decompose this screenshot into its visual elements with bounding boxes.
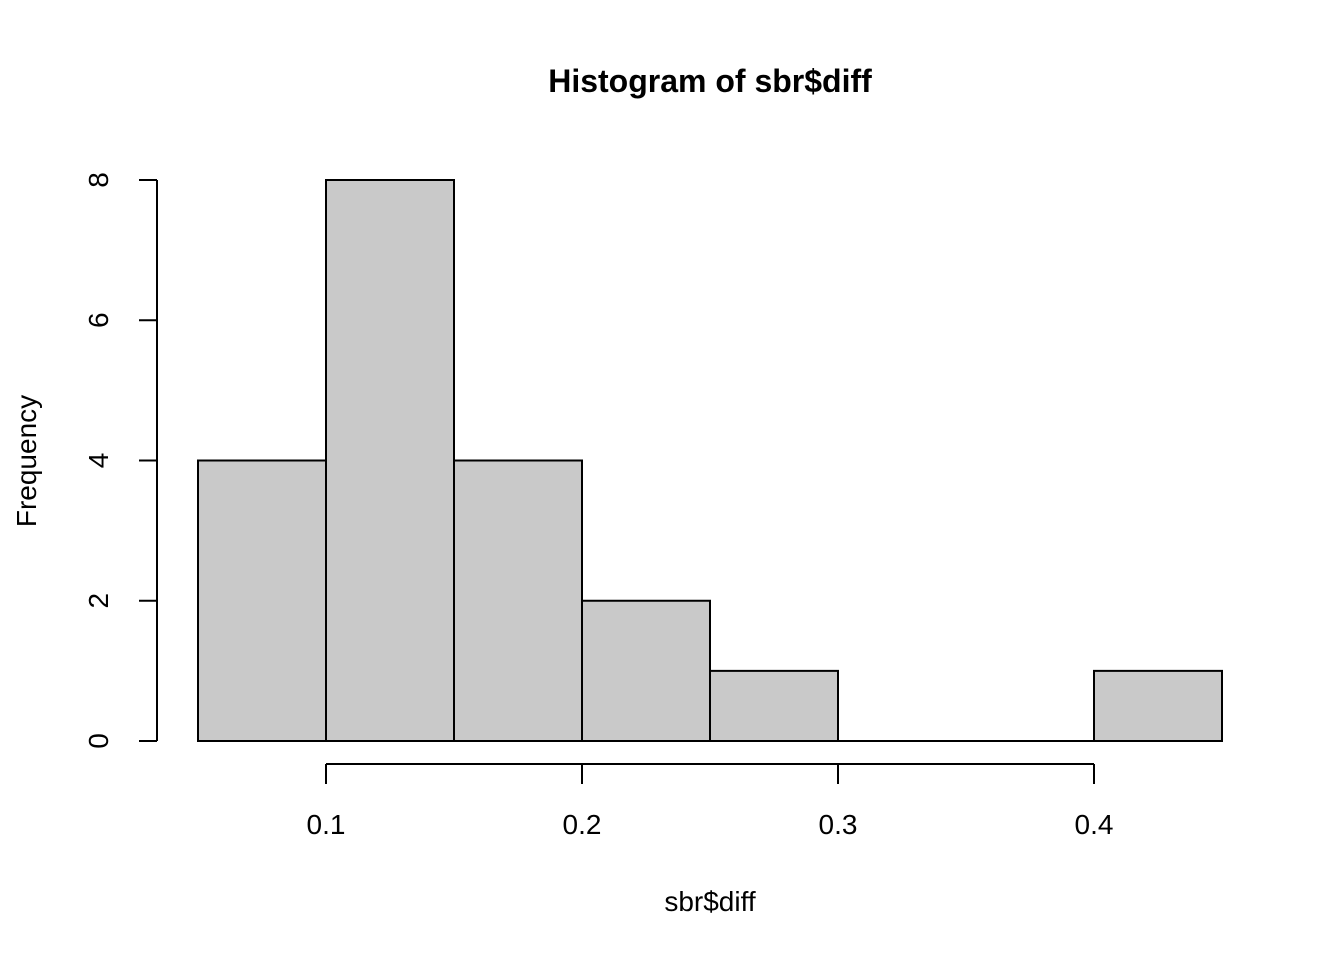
histogram-bar-8 (1093, 669, 1223, 742)
y-axis: 0 2 4 6 8 (83, 172, 158, 749)
histogram-bar-1 (197, 459, 327, 742)
x-axis-label: sbr$diff (664, 886, 756, 917)
chart-title: Histogram of sbr$diff (548, 63, 872, 99)
x-tick-label: 0.1 (307, 809, 346, 840)
histogram-bar-3 (453, 459, 583, 742)
y-tick-label: 6 (83, 312, 114, 328)
histogram-bar-4 (581, 599, 711, 742)
x-tick-label: 0.2 (563, 809, 602, 840)
y-axis-label: Frequency (11, 395, 42, 527)
histogram-bar-5 (709, 669, 839, 742)
x-tick-label: 0.3 (819, 809, 858, 840)
bars-group (197, 179, 1223, 742)
y-tick-label: 8 (83, 172, 114, 188)
histogram-bar-2 (325, 179, 455, 742)
y-tick-label: 0 (83, 733, 114, 749)
y-tick-label: 4 (83, 453, 114, 469)
x-tick-label: 0.4 (1075, 809, 1114, 840)
x-axis: 0.1 0.2 0.3 0.4 (307, 763, 1114, 840)
y-tick-label: 2 (83, 593, 114, 609)
